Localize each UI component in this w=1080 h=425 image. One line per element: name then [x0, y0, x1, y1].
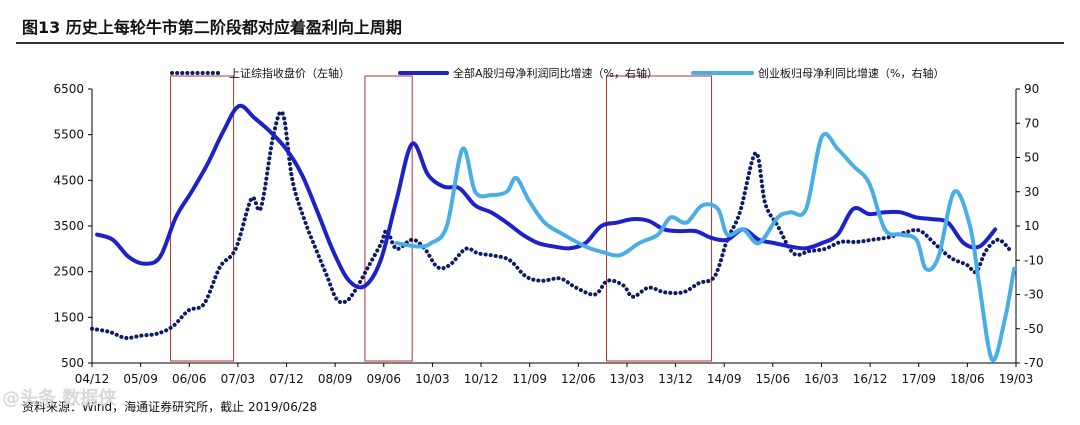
right-tick-label: 90 [1024, 82, 1039, 96]
x-tick-label: 06/06 [172, 372, 207, 386]
legend-label-3: 创业板归母净利同比增速（%，右轴） [758, 66, 944, 80]
source-note: 资料来源：Wind，海通证券研究所，截止 2019/06/28 [22, 400, 318, 414]
highlight-box-2 [364, 75, 413, 362]
x-tick-label: 07/12 [269, 372, 304, 386]
title-divider [16, 42, 1064, 44]
series-index-line [90, 109, 1013, 340]
series-all-a-profit-line [95, 103, 998, 290]
left-tick-label: 3500 [53, 219, 84, 233]
x-tick-label: 16/12 [853, 372, 888, 386]
x-tick-label: 05/09 [123, 372, 158, 386]
x-tick-label: 04/12 [75, 372, 110, 386]
x-tick-label: 15/06 [756, 372, 791, 386]
x-tick-label: 08/09 [318, 372, 353, 386]
x-tick-label: 11/09 [512, 372, 547, 386]
left-tick-label: 1500 [53, 310, 84, 324]
right-tick-label: -50 [1024, 322, 1044, 336]
series-layer [90, 103, 1017, 363]
highlight-box-1 [170, 75, 235, 362]
highlight-box-3 [606, 75, 713, 362]
x-tick-label: 13/03 [610, 372, 645, 386]
right-tick-label: -70 [1024, 356, 1044, 370]
x-tick-label: 18/06 [950, 372, 985, 386]
x-tick-label: 13/12 [658, 372, 693, 386]
right-tick-label: 70 [1024, 116, 1039, 130]
right-tick-label: 10 [1024, 219, 1039, 233]
left-tick-label: 6500 [53, 82, 84, 96]
x-tick-label: 07/03 [221, 372, 256, 386]
x-tick-label: 12/06 [561, 372, 596, 386]
x-tick-label: 10/12 [464, 372, 499, 386]
x-tick-label: 17/09 [901, 372, 936, 386]
right-tick-label: -30 [1024, 288, 1044, 302]
right-tick-label: -10 [1024, 253, 1044, 267]
left-tick-label: 4500 [53, 173, 84, 187]
legend: 上证综指收盘价（左轴） 全部A股归母净利润同比增速（%，右轴） 创业板归母净利同比增… [170, 66, 944, 80]
axes: 500 1500 2500 3500 4500 5500 6500 -70 -50 -30 -10 1… [53, 82, 1043, 386]
x-tick-label: 16/03 [804, 372, 839, 386]
left-tick-label: 5500 [53, 128, 84, 142]
x-tick-label: 09/06 [366, 372, 401, 386]
legend-label-1: 上证综指收盘价（左轴） [229, 66, 350, 80]
x-tick-label: 14/09 [707, 372, 742, 386]
right-tick-label: 30 [1024, 185, 1039, 199]
left-tick-label: 2500 [53, 265, 84, 279]
x-tick-label: 19/03 [999, 372, 1034, 386]
legend-label-2: 全部A股归母净利润同比增速（%，右轴） [453, 66, 658, 80]
x-tick-label: 10/03 [415, 372, 450, 386]
left-tick-label: 500 [61, 356, 84, 370]
highlight-boxes [170, 75, 713, 362]
series-gem-profit-line [394, 131, 1017, 363]
chart-title: 图13 历史上每轮牛市第二阶段都对应着盈利向上周期 [22, 18, 402, 37]
watermark: @头条 数据侠 [2, 388, 117, 409]
right-tick-label: 50 [1024, 151, 1039, 165]
